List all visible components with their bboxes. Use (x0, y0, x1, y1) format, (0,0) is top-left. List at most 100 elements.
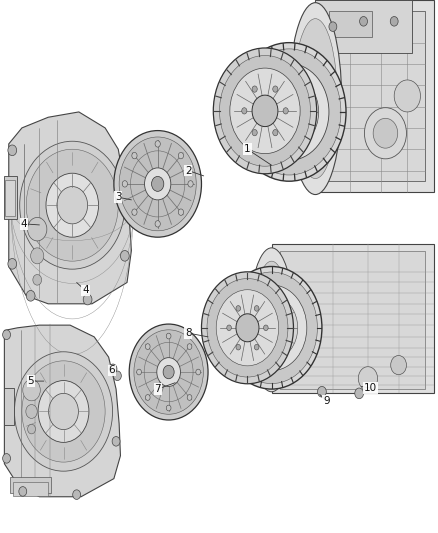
Circle shape (207, 279, 288, 377)
Polygon shape (9, 112, 131, 304)
Bar (272, 244, 434, 393)
Ellipse shape (250, 248, 293, 392)
Circle shape (242, 108, 247, 114)
Text: 1: 1 (244, 144, 251, 154)
Circle shape (237, 285, 307, 371)
Bar (13, 482, 48, 496)
Circle shape (120, 251, 129, 261)
Circle shape (46, 173, 99, 237)
Text: 8: 8 (185, 328, 192, 338)
Text: 4: 4 (82, 286, 89, 295)
Text: 10: 10 (364, 383, 377, 393)
Text: 5: 5 (27, 376, 34, 386)
Circle shape (188, 181, 193, 187)
Circle shape (236, 314, 259, 342)
Circle shape (216, 290, 279, 366)
Circle shape (26, 149, 118, 261)
Circle shape (155, 221, 160, 227)
Circle shape (254, 305, 259, 311)
Text: 6: 6 (108, 366, 115, 375)
Circle shape (157, 358, 180, 386)
Circle shape (73, 490, 81, 499)
Circle shape (237, 49, 341, 175)
Circle shape (112, 437, 120, 446)
Circle shape (254, 344, 259, 350)
Circle shape (252, 95, 278, 126)
Circle shape (259, 76, 319, 148)
Circle shape (178, 209, 184, 215)
Circle shape (113, 371, 121, 381)
Ellipse shape (289, 3, 342, 195)
Circle shape (318, 386, 326, 397)
Circle shape (265, 320, 278, 335)
Circle shape (283, 108, 288, 114)
Bar (280, 251, 425, 389)
Circle shape (145, 168, 171, 200)
Circle shape (152, 176, 164, 191)
Circle shape (166, 405, 171, 411)
Ellipse shape (254, 261, 289, 378)
Text: 2: 2 (185, 166, 192, 175)
Circle shape (166, 333, 171, 339)
Circle shape (132, 152, 137, 159)
Circle shape (114, 131, 201, 237)
Bar (4, 388, 14, 425)
Circle shape (109, 364, 117, 374)
Circle shape (355, 388, 364, 399)
Circle shape (33, 274, 42, 285)
Circle shape (227, 325, 231, 330)
Circle shape (329, 22, 337, 31)
Bar (315, 0, 412, 53)
Circle shape (20, 141, 125, 269)
Circle shape (236, 305, 240, 311)
Circle shape (28, 424, 35, 434)
Circle shape (259, 312, 284, 343)
Circle shape (132, 209, 137, 215)
Circle shape (230, 68, 300, 154)
Circle shape (26, 290, 35, 301)
Circle shape (137, 369, 141, 375)
Circle shape (252, 130, 257, 136)
Circle shape (8, 145, 17, 156)
Circle shape (49, 393, 78, 430)
Circle shape (394, 80, 420, 112)
Circle shape (145, 344, 150, 350)
Circle shape (196, 369, 201, 375)
Circle shape (219, 55, 311, 166)
Text: 3: 3 (115, 192, 122, 202)
Circle shape (236, 344, 240, 350)
Circle shape (187, 394, 192, 400)
Circle shape (122, 181, 127, 187)
Circle shape (57, 187, 88, 224)
Polygon shape (4, 325, 120, 497)
Circle shape (163, 365, 174, 379)
Circle shape (119, 137, 196, 231)
Circle shape (221, 266, 322, 389)
Circle shape (178, 152, 184, 159)
Circle shape (264, 325, 268, 330)
Circle shape (19, 487, 27, 496)
Circle shape (226, 272, 318, 384)
Circle shape (8, 259, 17, 269)
Circle shape (391, 356, 406, 375)
Circle shape (273, 130, 278, 136)
Circle shape (364, 108, 406, 159)
Bar (324, 11, 425, 181)
Circle shape (249, 63, 329, 160)
Circle shape (83, 294, 92, 305)
Circle shape (373, 118, 398, 148)
Circle shape (390, 17, 398, 26)
Circle shape (3, 454, 11, 463)
Circle shape (121, 197, 130, 208)
Circle shape (31, 248, 44, 264)
Circle shape (360, 17, 367, 26)
Circle shape (3, 330, 11, 340)
Text: 4: 4 (21, 219, 28, 229)
Circle shape (22, 361, 105, 462)
Text: 9: 9 (323, 396, 330, 406)
Circle shape (358, 367, 378, 390)
Bar (5, 180, 15, 216)
Circle shape (273, 86, 278, 92)
Bar (328, 11, 372, 37)
Circle shape (275, 95, 304, 130)
